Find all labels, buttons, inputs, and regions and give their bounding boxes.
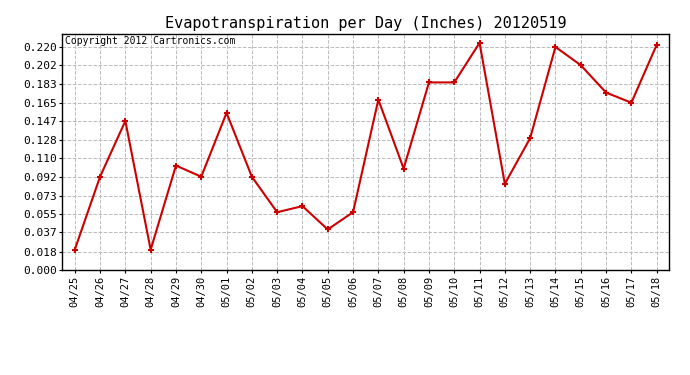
- Text: Copyright 2012 Cartronics.com: Copyright 2012 Cartronics.com: [65, 36, 235, 46]
- Title: Evapotranspiration per Day (Inches) 20120519: Evapotranspiration per Day (Inches) 2012…: [165, 16, 566, 31]
